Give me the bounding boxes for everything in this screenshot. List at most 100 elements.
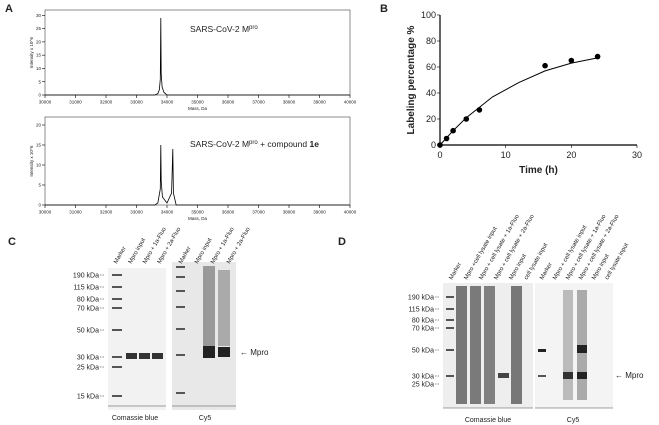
mw-label: 15 kDa <box>77 394 99 401</box>
chart-title: SARS-CoV-2 Mpro <box>190 24 258 34</box>
panel-label: A <box>5 3 13 15</box>
y-tick-label: 100 <box>421 10 436 20</box>
x-axis-label: Mass, Da <box>188 216 208 221</box>
x-axis-label: Time (h) <box>519 165 558 176</box>
data-point <box>542 62 548 69</box>
mw-label: 25 kDa <box>77 365 99 372</box>
mw-label: 70 kDa <box>77 306 99 313</box>
panel-label: C <box>8 236 16 248</box>
gel-images <box>108 262 613 410</box>
mw-label: 50 kDa <box>412 348 434 355</box>
x-tick-label: 0 <box>437 150 442 160</box>
y-tick-label: 60 <box>426 62 436 72</box>
y-tick-label: 20 <box>36 123 42 128</box>
gel-caption: Cy5 <box>199 415 212 422</box>
plot-frame <box>44 9 351 96</box>
spectrum-line <box>45 144 350 206</box>
x-tick-label: 35000 <box>191 210 204 215</box>
title-sup: pro <box>249 25 258 31</box>
x-tick-label: 32000 <box>100 210 113 215</box>
x-tick-label: 34000 <box>161 100 174 105</box>
y-tick-label: 20 <box>36 39 42 44</box>
y-tick-label: 5 <box>38 183 41 188</box>
chart-title: SARS-CoV-2 Mpro + compound 1e <box>190 139 319 149</box>
x-tick-label: 39000 <box>313 210 326 215</box>
plot-frame <box>44 116 351 206</box>
data-point <box>594 53 601 60</box>
x-tick-label: 33000 <box>130 100 143 105</box>
x-tick-label: 31000 <box>69 210 82 215</box>
bands <box>112 266 587 404</box>
x-tick-label: 30 <box>632 150 642 160</box>
y-tick-label: 15 <box>36 143 42 148</box>
mw-label: 30 kDa <box>77 355 99 362</box>
y-tick-label: 10 <box>36 66 42 71</box>
data-point <box>450 127 456 134</box>
x-tick-label: 31000 <box>69 100 82 105</box>
gel-caption: Cy5 <box>567 417 580 424</box>
panel-label: B <box>380 3 388 15</box>
x-tick-label: 32000 <box>100 100 113 105</box>
x-tick-label: 38000 <box>283 100 296 105</box>
lane-label: cell lysate input <box>604 242 630 281</box>
x-tick-label: 35000 <box>191 100 204 105</box>
x-tick-label: 40000 <box>344 210 357 215</box>
y-tick-label: 40 <box>426 88 436 98</box>
x-tick-label: 20 <box>566 150 576 160</box>
arrow-text: Mpro <box>250 348 269 357</box>
x-axis-label: Mass, Da <box>188 106 208 111</box>
x-tick-label: 40000 <box>344 100 357 105</box>
mw-label: 80 kDa <box>412 318 434 325</box>
mw-label: 70 kDa <box>412 326 434 333</box>
y-axis-label: Intensity x 10^6 <box>29 145 34 177</box>
y-tick-label: 25 <box>36 26 42 31</box>
spectrum-line <box>45 17 350 96</box>
gel-d-right <box>535 283 613 408</box>
mw-label: 190 kDa <box>73 273 99 280</box>
title-text: SARS-CoV-2 M <box>190 139 249 149</box>
x-tick-label: 39000 <box>313 100 326 105</box>
y-tick-label: 20 <box>426 114 436 124</box>
x-tick-label: 37000 <box>252 100 265 105</box>
y-tick-label: 0 <box>431 140 436 150</box>
mw-label: 30 kDa <box>412 374 434 381</box>
y-tick-label: 80 <box>426 36 436 46</box>
title-bold: 1e <box>309 139 319 149</box>
x-tick-label: 33000 <box>130 210 143 215</box>
y-tick-label: 15 <box>36 53 42 58</box>
x-tick-label: 30000 <box>39 210 52 215</box>
x-tick-label: 10 <box>501 150 511 160</box>
protein-arrow-label: ← Mpro <box>240 348 269 357</box>
panel-label: D <box>338 236 346 248</box>
data-point <box>568 57 575 64</box>
mw-label: 115 kDa <box>73 285 99 292</box>
fit-curve <box>439 57 598 146</box>
gel-caption: Comassie blue <box>112 415 158 422</box>
y-tick-label: 5 <box>38 79 41 84</box>
title-sup: pro <box>249 140 258 146</box>
mw-label: 115 kDa <box>408 307 434 314</box>
x-tick-label: 37000 <box>252 210 265 215</box>
mw-label: 25 kDa <box>412 382 434 389</box>
arrow-text: Mpro <box>625 371 644 380</box>
mw-label: 190 kDa <box>408 295 434 302</box>
y-tick-label: 0 <box>38 203 41 208</box>
data-point <box>437 142 443 148</box>
x-tick-label: 34000 <box>161 210 174 215</box>
title-text: SARS-CoV-2 M <box>190 24 249 34</box>
gel-caption: Comassie blue <box>465 417 511 424</box>
data-point <box>476 107 483 113</box>
y-tick-label: 10 <box>36 163 42 168</box>
lane-label: Marker <box>449 262 464 281</box>
y-tick-label: 30 <box>36 13 42 18</box>
protein-arrow-label: ← Mpro <box>615 371 644 380</box>
y-axis-label: Labeling percentage % <box>406 25 417 134</box>
x-tick-label: 30000 <box>39 100 52 105</box>
lane-label: Marker <box>113 246 128 265</box>
title-suffix: + compound <box>258 139 310 149</box>
data-point <box>463 116 470 122</box>
x-tick-label: 38000 <box>283 210 296 215</box>
x-tick-label: 36000 <box>222 210 235 215</box>
gel-c-left <box>108 268 166 410</box>
mw-label: 50 kDa <box>77 328 99 335</box>
